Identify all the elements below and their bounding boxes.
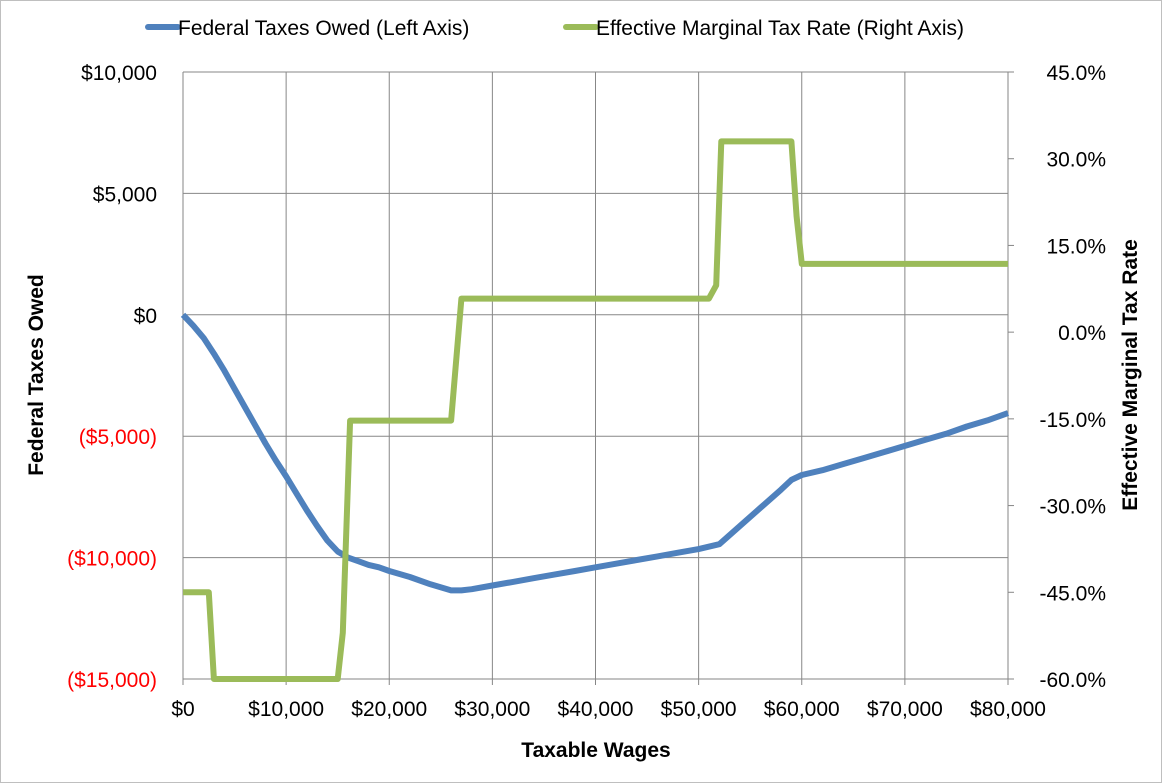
- legend-label-federal-taxes: Federal Taxes Owed (Left Axis): [178, 17, 469, 40]
- legend: Federal Taxes Owed (Left Axis) Effective…: [145, 17, 964, 40]
- y-right-tick-label: 45.0%: [1046, 62, 1106, 85]
- series-line-effective-marginal-tax-rate: [183, 138, 1008, 682]
- x-tick-label: $10,000: [248, 698, 324, 721]
- y-axis-left-title: Federal Taxes Owed: [25, 274, 48, 476]
- x-tick-label: $80,000: [970, 698, 1046, 721]
- series-layer: [180, 138, 1010, 682]
- y-right-tick-label: 30.0%: [1046, 149, 1106, 172]
- y-right-tick-label: -45.0%: [1039, 582, 1106, 605]
- y-left-tick-label: $5,000: [93, 183, 157, 206]
- y-right-tick-label: 15.0%: [1046, 235, 1106, 258]
- y-left-tick-label: $10,000: [81, 62, 157, 85]
- x-tick-label: $70,000: [867, 698, 943, 721]
- y-left-tick-label: ($5,000): [79, 426, 157, 449]
- y-left-tick-label: ($15,000): [67, 669, 157, 692]
- y-left-tick-label: ($10,000): [67, 548, 157, 571]
- tick-label-layer: $0 $10,000 $20,000 $30,000 $40,000 $50,000 $60…: [67, 62, 1106, 721]
- axis-layer: [182, 71, 1014, 685]
- x-tick-label: $30,000: [454, 698, 530, 721]
- x-tick-label: $0: [171, 698, 194, 721]
- x-axis-title: Taxable Wages: [521, 739, 670, 762]
- legend-label-effective-marginal-rate: Effective Marginal Tax Rate (Right Axis): [596, 17, 964, 40]
- y-right-tick-label: -15.0%: [1039, 409, 1106, 432]
- grid-layer: [182, 71, 1009, 680]
- x-tick-label: $60,000: [764, 698, 840, 721]
- x-tick-label: $20,000: [351, 698, 427, 721]
- y-axis-right-title: Effective Marginal Tax Rate: [1119, 239, 1142, 511]
- y-right-tick-label: 0.0%: [1058, 322, 1106, 345]
- y-right-tick-label: -60.0%: [1039, 669, 1106, 692]
- series-line-federal-taxes-owed: [180, 312, 1010, 594]
- y-left-tick-label: $0: [134, 305, 157, 328]
- x-tick-label: $50,000: [661, 698, 737, 721]
- x-tick-label: $40,000: [558, 698, 634, 721]
- y-right-tick-label: -30.0%: [1039, 496, 1106, 519]
